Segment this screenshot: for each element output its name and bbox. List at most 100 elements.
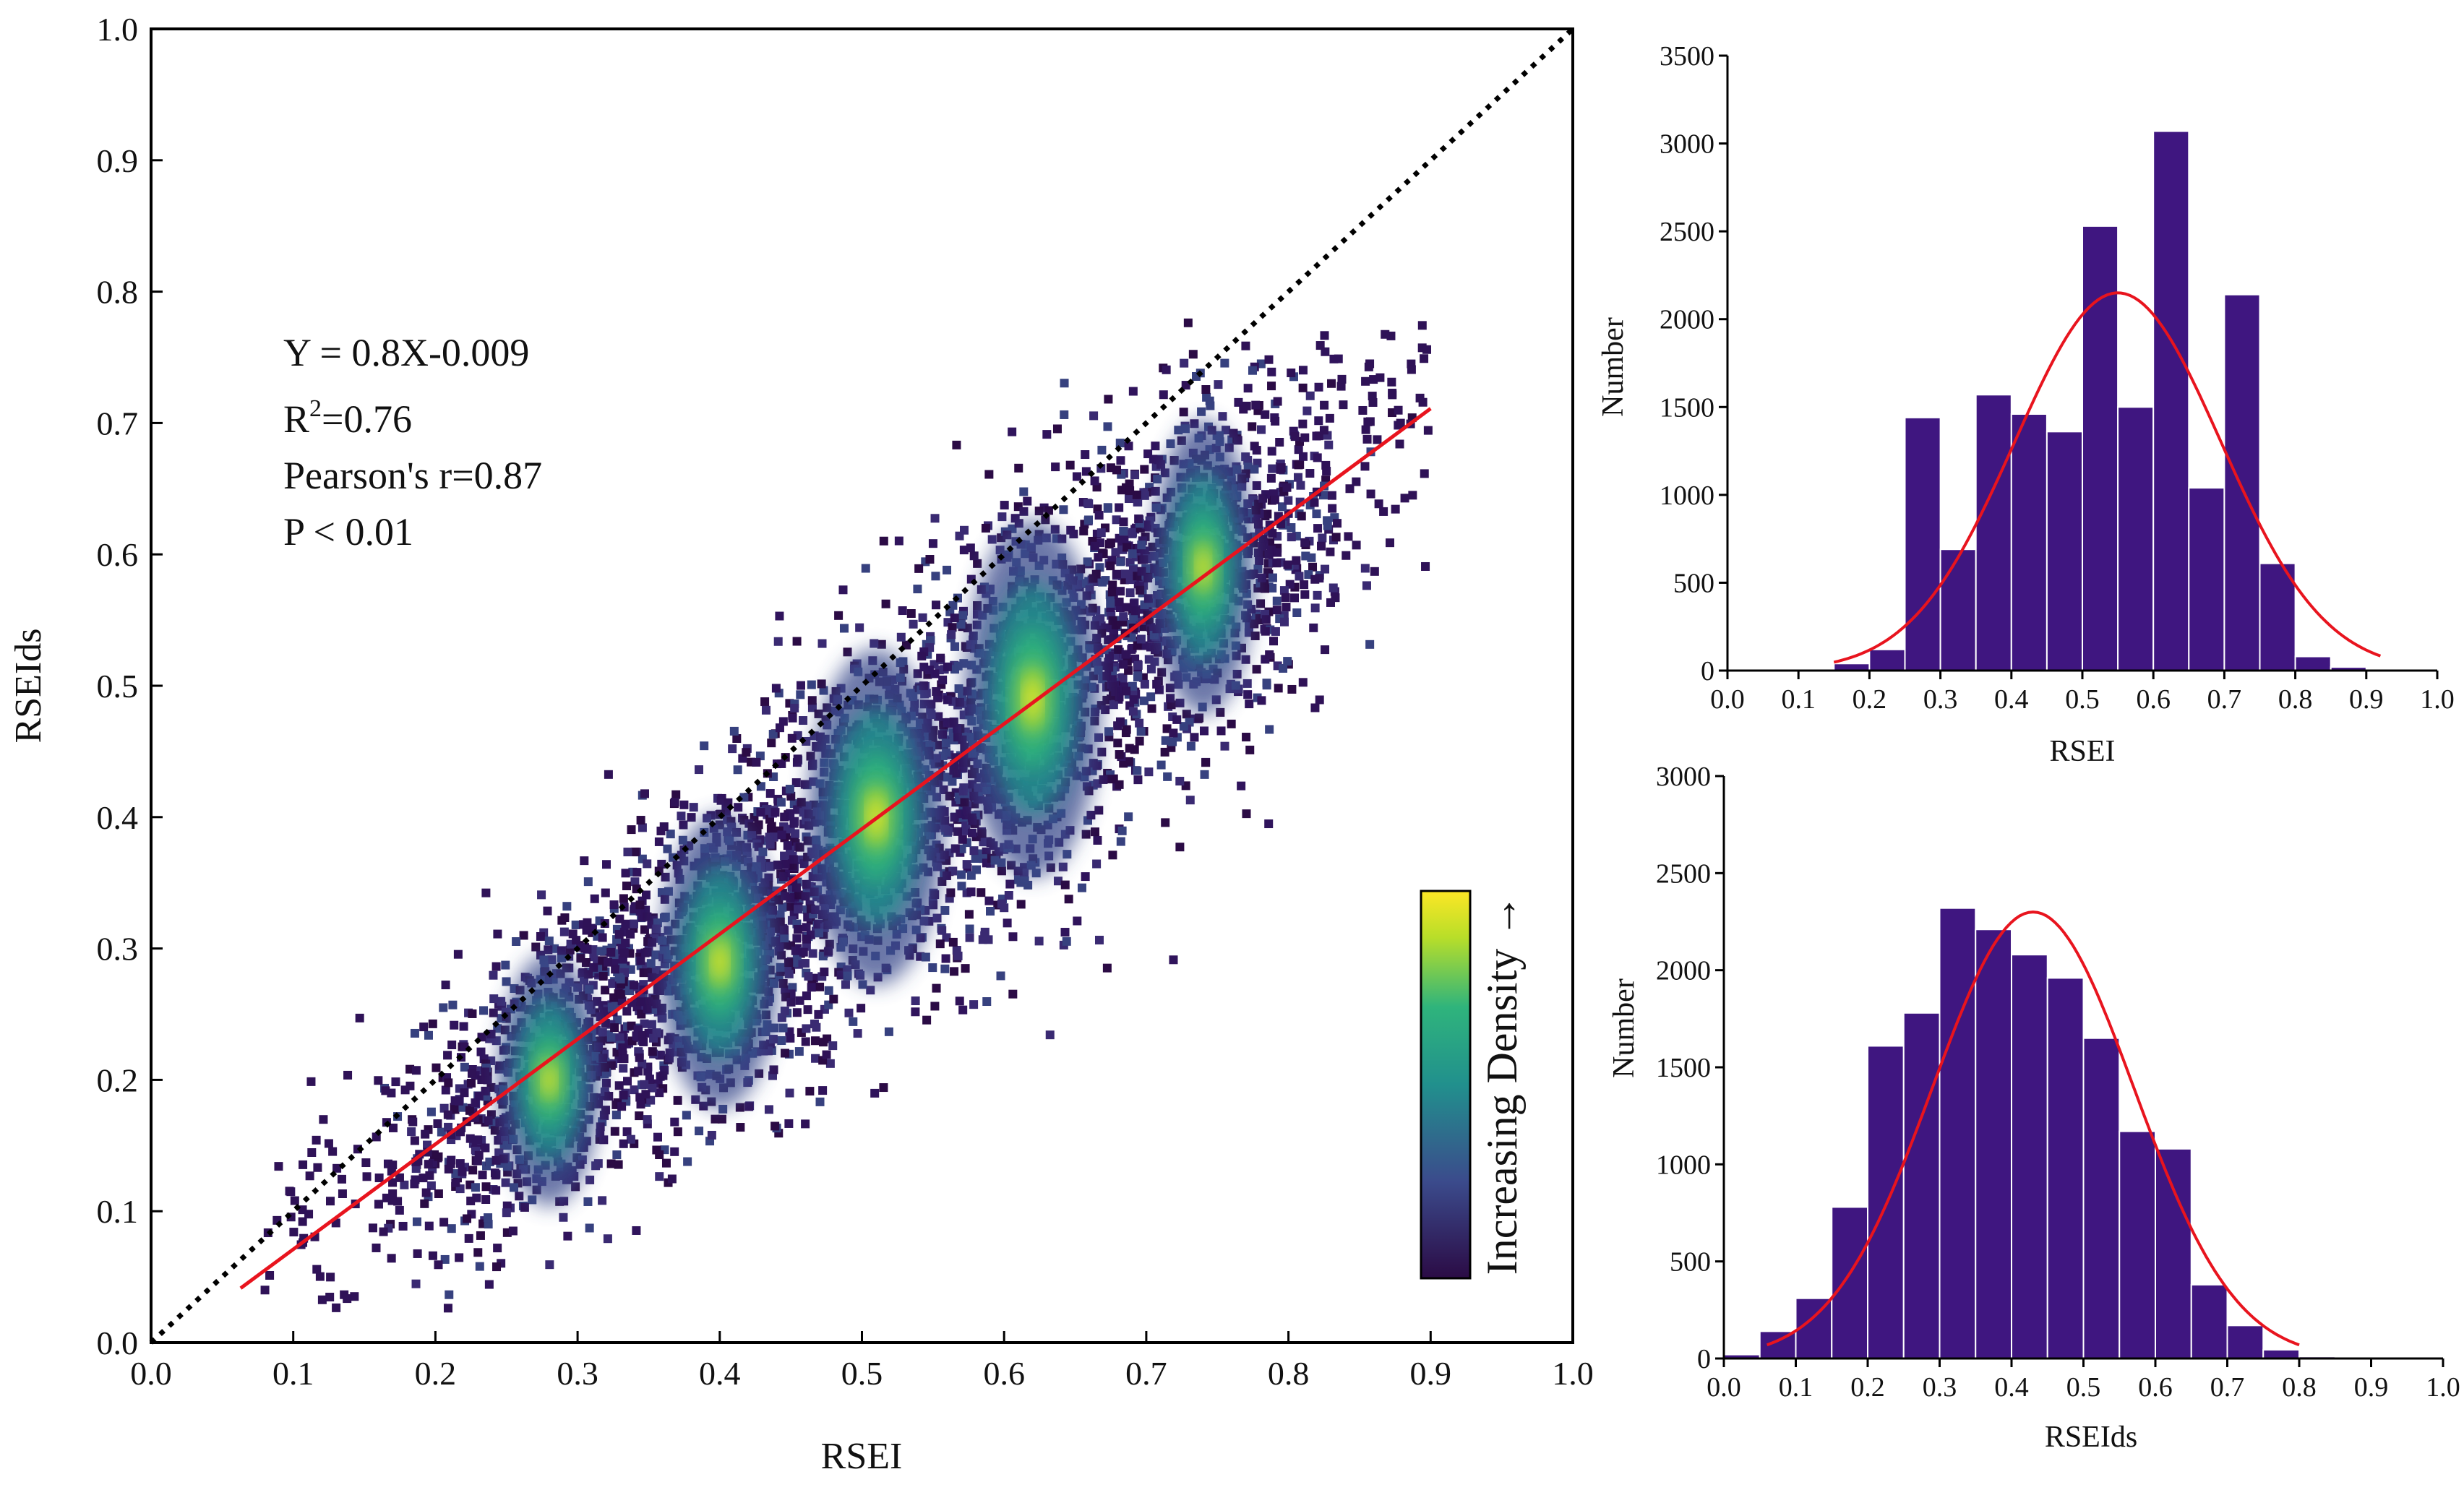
scatter-point: [1104, 635, 1113, 645]
scatter-point: [694, 765, 703, 775]
scatter-point: [1125, 588, 1135, 598]
scatter-point: [543, 906, 552, 916]
scatter-point: [1119, 517, 1128, 527]
scatter-point: [932, 686, 941, 696]
scatter-point: [593, 1159, 603, 1168]
scatter-point: [629, 981, 638, 990]
scatter-point: [545, 1260, 554, 1270]
scatter-point: [1108, 580, 1117, 590]
scatter-point: [623, 1077, 632, 1086]
scatter-point: [1106, 463, 1115, 473]
scatter-point: [1287, 369, 1296, 378]
scatter-point: [663, 844, 672, 853]
scatter-point: [1263, 509, 1272, 519]
scatter-point: [598, 1196, 607, 1205]
scatter-point: [1261, 626, 1270, 636]
scatter-point: [794, 905, 803, 914]
main-axes: 0.0 0.1 0.2 0.3 0.4 0.5 0.6 0.7 0.8 0.9 1.00.00.10…: [97, 11, 1594, 1392]
scatter-point: [1267, 447, 1276, 456]
scatter-point: [1362, 581, 1371, 590]
scatter-point: [1395, 439, 1404, 449]
scatter-point: [946, 888, 956, 897]
scatter-point: [612, 1150, 622, 1160]
scatter-point: [967, 813, 976, 822]
scatter-point: [481, 1067, 490, 1077]
histogram-rseids: 0.0 0.1 0.2 0.3 0.4 0.5 0.6 0.7 0.8 0.9 1.00500100…: [1607, 762, 2460, 1454]
scatter-point: [1323, 521, 1332, 530]
scatter-point: [1310, 703, 1320, 712]
scatter-point: [434, 1189, 443, 1199]
scatter-point: [619, 948, 629, 957]
scatter-point: [465, 1134, 475, 1143]
scatter-point: [1245, 745, 1255, 754]
scatter-point: [954, 684, 963, 694]
scatter-point: [794, 1047, 804, 1056]
scatter-point: [803, 1005, 812, 1015]
scatter-point: [458, 1167, 467, 1176]
scatter-point: [938, 751, 948, 760]
scatter-point: [1094, 511, 1104, 520]
scatter-point: [1352, 477, 1361, 486]
scatter-point: [448, 1000, 458, 1009]
scatter-point: [1202, 392, 1211, 402]
scatter-point: [654, 837, 664, 846]
y-tick-label: 500: [1670, 1247, 1711, 1278]
scatter-point: [818, 1086, 828, 1095]
scatter-point: [1325, 413, 1334, 423]
scatter-point: [1258, 542, 1267, 551]
scatter-point: [1147, 704, 1156, 713]
scatter-point: [1279, 617, 1289, 626]
scatter-point: [781, 860, 790, 869]
scatter-point: [644, 997, 653, 1007]
scatter-point: [768, 730, 778, 739]
scatter-point: [776, 910, 785, 919]
scatter-point: [1121, 650, 1130, 659]
scatter-point: [374, 1200, 383, 1209]
scatter-point: [940, 905, 950, 915]
scatter-point: [592, 996, 601, 1006]
scatter-point: [609, 900, 619, 910]
scatter-point: [707, 1130, 716, 1140]
scatter-point: [1257, 425, 1266, 434]
scatter-point: [1262, 679, 1271, 688]
scatter-point: [410, 1028, 419, 1038]
scatter-point: [640, 1080, 649, 1089]
scatter-point: [1094, 935, 1104, 944]
scatter-point: [969, 846, 979, 856]
scatter-point: [791, 778, 801, 788]
scatter-point: [1139, 696, 1149, 705]
scatter-point: [1157, 668, 1167, 677]
scatter-point: [1243, 456, 1253, 465]
scatter-point: [355, 1013, 364, 1022]
scatter-point: [1310, 574, 1320, 584]
scatter-point: [778, 1023, 788, 1033]
scatter-point: [981, 523, 990, 533]
scatter-point: [661, 1158, 671, 1168]
scatter-point: [1108, 850, 1117, 860]
scatter-point: [1298, 452, 1308, 461]
scatter-point: [583, 944, 592, 954]
scatter-point: [1106, 598, 1115, 608]
scatter-point: [1115, 692, 1124, 702]
scatter-point: [640, 948, 650, 957]
scatter-point: [918, 613, 927, 622]
scatter-point: [1248, 366, 1257, 375]
scatter-point: [1077, 883, 1086, 892]
scatter-point: [997, 512, 1007, 522]
scatter-point: [894, 536, 903, 546]
scatter-point: [1188, 350, 1198, 359]
x-tick-label: 0.0: [130, 1355, 172, 1392]
scatter-point: [950, 642, 960, 651]
equation-annotation: Y = 0.8X-0.009: [283, 331, 529, 374]
scatter-point: [1144, 767, 1154, 777]
scatter-point: [460, 1062, 469, 1072]
scatter-point: [958, 757, 968, 767]
scatter-point: [1008, 989, 1018, 999]
main-y-axis-title: RSEIds: [8, 629, 49, 744]
scatter-point: [814, 1009, 823, 1019]
scatter-point: [1283, 657, 1292, 666]
scatter-point: [447, 1041, 457, 1050]
scatter-point: [1104, 663, 1114, 672]
scatter-point: [979, 837, 988, 847]
